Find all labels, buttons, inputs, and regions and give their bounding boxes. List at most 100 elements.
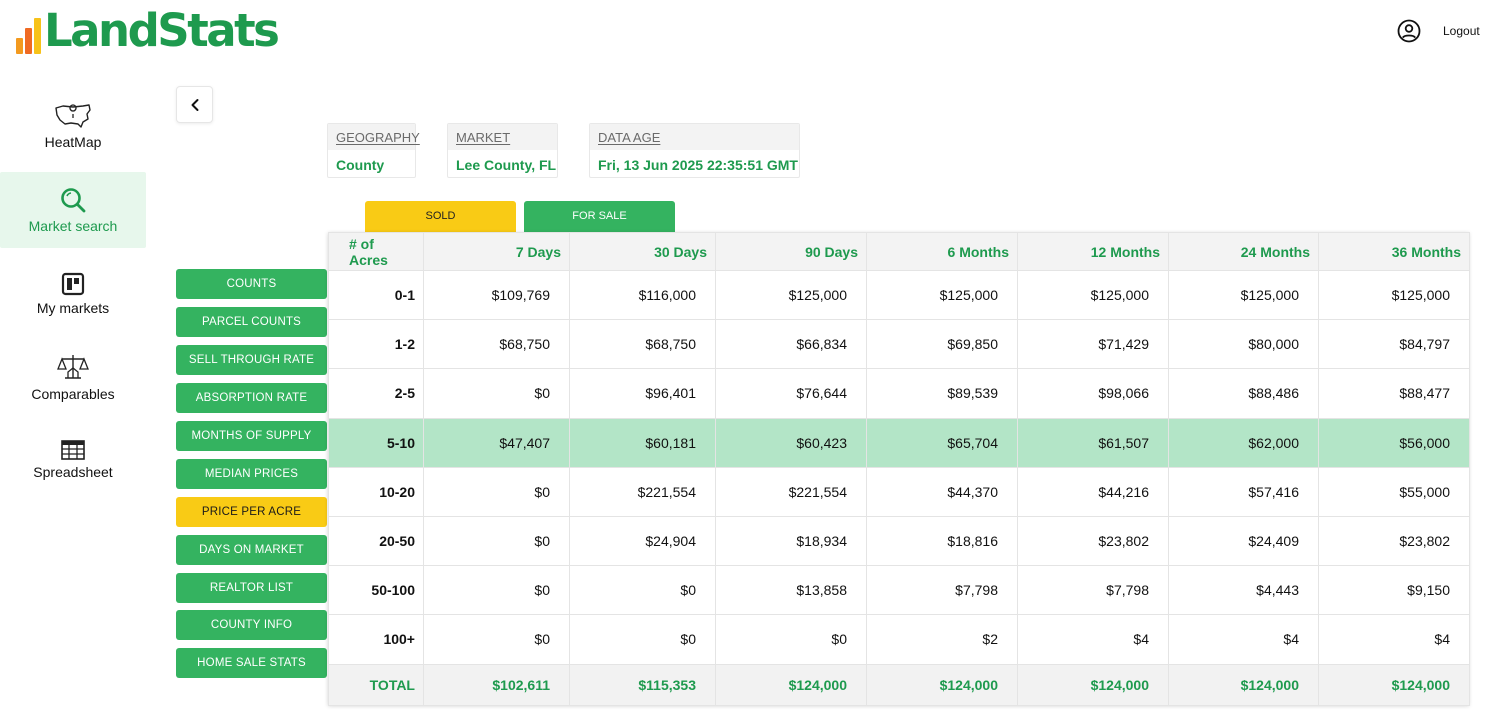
price-cell: $56,000: [1318, 417, 1470, 468]
price-cell: $221,554: [715, 466, 867, 517]
acreage-range-cell: 50-100: [328, 565, 424, 616]
table-body: 0-1 $109,769 $116,000 $125,000 $125,000 $125,…: [328, 269, 1470, 665]
price-cell: $68,750: [569, 319, 716, 370]
price-cell: $88,477: [1318, 368, 1470, 419]
logo-text: LandStats: [44, 4, 280, 57]
metric-button-county-info[interactable]: COUNTY INFO: [176, 610, 327, 640]
total-cell: $124,000: [866, 663, 1018, 706]
metric-button-months-of-supply[interactable]: MONTHS OF SUPPLY: [176, 421, 327, 451]
price-cell: $0: [423, 368, 570, 419]
logout-button[interactable]: Logout: [1443, 24, 1480, 38]
nav-item-my-markets[interactable]: My markets: [0, 272, 146, 316]
price-cell: $66,834: [715, 319, 867, 370]
nav-item-market-search[interactable]: Market search: [0, 172, 146, 248]
metric-button-realtor-list[interactable]: REALTOR LIST: [176, 573, 327, 603]
total-cell: $115,353: [569, 663, 716, 706]
total-cell: $102,611: [423, 663, 570, 706]
price-cell: $7,798: [1017, 565, 1169, 616]
table-row[interactable]: 100+ $0 $0 $0 $2 $4 $4 $4: [328, 614, 1470, 665]
price-cell: $88,486: [1168, 368, 1319, 419]
acreage-range-cell: 20-50: [328, 515, 424, 567]
price-cell: $9,150: [1318, 565, 1470, 616]
table-row[interactable]: 10-20 $0 $221,554 $221,554 $44,370 $44,216 $57…: [328, 466, 1470, 517]
app-logo[interactable]: LandStats: [16, 4, 280, 57]
table-row[interactable]: 20-50 $0 $24,904 $18,934 $18,816 $23,802 $24,4…: [328, 515, 1470, 567]
price-cell: $69,850: [866, 319, 1018, 370]
price-cell: $84,797: [1318, 319, 1470, 370]
nav-label-spreadsheet: Spreadsheet: [33, 464, 113, 480]
column-header[interactable]: 12 Months: [1017, 232, 1169, 271]
total-cell: $124,000: [715, 663, 867, 706]
user-account-icon[interactable]: [1397, 19, 1421, 43]
table-row[interactable]: 1-2 $68,750 $68,750 $66,834 $69,850 $71,429 $8…: [328, 319, 1470, 370]
search-icon: [61, 188, 86, 213]
price-cell: $23,802: [1318, 515, 1470, 567]
metric-button-price-per-acre[interactable]: PRICE PER ACRE: [176, 497, 327, 527]
price-cell: $89,539: [866, 368, 1018, 419]
column-header[interactable]: 90 Days: [715, 232, 867, 271]
price-cell: $125,000: [1318, 269, 1470, 321]
metric-button-home-sale-stats[interactable]: HOME SALE STATS: [176, 648, 327, 678]
metric-button-counts[interactable]: COUNTS: [176, 269, 327, 299]
price-cell: $24,409: [1168, 515, 1319, 567]
collapse-panel-button[interactable]: [176, 86, 213, 123]
column-header[interactable]: 36 Months: [1318, 232, 1470, 271]
dashboard-icon: [61, 272, 85, 296]
geography-value: County: [336, 157, 385, 173]
price-cell: $0: [423, 565, 570, 616]
column-header[interactable]: 6 Months: [866, 232, 1018, 271]
total-cell: $124,000: [1318, 663, 1470, 706]
nav-label-heatmap: HeatMap: [44, 134, 102, 150]
price-cell: $221,554: [569, 466, 716, 517]
market-label: MARKET: [448, 124, 557, 150]
nav-item-spreadsheet[interactable]: Spreadsheet: [0, 440, 146, 480]
acreage-range-cell: 0-1: [328, 269, 424, 321]
metric-button-parcel-counts[interactable]: PARCEL COUNTS: [176, 307, 327, 337]
nav-item-comparables[interactable]: Comparables: [0, 352, 146, 402]
price-cell: $47,407: [423, 417, 570, 468]
price-cell: $4: [1017, 614, 1169, 665]
geography-label: GEOGRAPHY: [328, 124, 420, 150]
column-header[interactable]: # of Acres: [328, 232, 424, 271]
acreage-range-cell: 1-2: [328, 319, 424, 370]
column-header[interactable]: 30 Days: [569, 232, 716, 271]
column-header[interactable]: 24 Months: [1168, 232, 1319, 271]
total-label: TOTAL: [328, 663, 424, 706]
tab-for-sale[interactable]: FOR SALE: [524, 201, 675, 232]
tab-sold[interactable]: SOLD: [365, 201, 516, 232]
price-cell: $23,802: [1017, 515, 1169, 567]
price-cell: $96,401: [569, 368, 716, 419]
data-age-value: Fri, 13 Jun 2025 22:35:51 GMT: [598, 157, 798, 173]
price-cell: $24,904: [569, 515, 716, 567]
table-row[interactable]: 5-10 $47,407 $60,181 $60,423 $65,704 $61,507 $…: [328, 417, 1470, 468]
price-cell: $0: [423, 614, 570, 665]
price-cell: $60,181: [569, 417, 716, 468]
metric-button-days-on-market[interactable]: DAYS ON MARKET: [176, 535, 327, 565]
metric-button-sell-through-rate[interactable]: SELL THROUGH RATE: [176, 345, 327, 375]
usa-map-icon: [55, 104, 91, 128]
price-cell: $76,644: [715, 368, 867, 419]
table-row[interactable]: 50-100 $0 $0 $13,858 $7,798 $7,798 $4,443 $9,15…: [328, 565, 1470, 616]
metric-button-absorption-rate[interactable]: ABSORPTION RATE: [176, 383, 327, 413]
table-row[interactable]: 2-5 $0 $96,401 $76,644 $89,539 $98,066 $88,486…: [328, 368, 1470, 419]
nav-label-comparables: Comparables: [31, 386, 115, 402]
table-row[interactable]: 0-1 $109,769 $116,000 $125,000 $125,000 $125,…: [328, 269, 1470, 321]
price-cell: $0: [423, 466, 570, 517]
price-cell: $18,934: [715, 515, 867, 567]
acreage-range-cell: 100+: [328, 614, 424, 665]
price-cell: $98,066: [1017, 368, 1169, 419]
column-header[interactable]: 7 Days: [423, 232, 570, 271]
price-cell: $125,000: [715, 269, 867, 321]
market-box: MARKET Lee County, FL: [447, 123, 558, 178]
data-age-label: DATA AGE: [590, 124, 799, 150]
spreadsheet-icon: [61, 440, 85, 460]
nav-item-heatmap[interactable]: HeatMap: [0, 102, 146, 154]
price-cell: $125,000: [1168, 269, 1319, 321]
price-cell: $7,798: [866, 565, 1018, 616]
metric-button-median-prices[interactable]: MEDIAN PRICES: [176, 459, 327, 489]
price-cell: $65,704: [866, 417, 1018, 468]
price-cell: $109,769: [423, 269, 570, 321]
price-cell: $80,000: [1168, 319, 1319, 370]
price-cell: $44,216: [1017, 466, 1169, 517]
price-cell: $60,423: [715, 417, 867, 468]
